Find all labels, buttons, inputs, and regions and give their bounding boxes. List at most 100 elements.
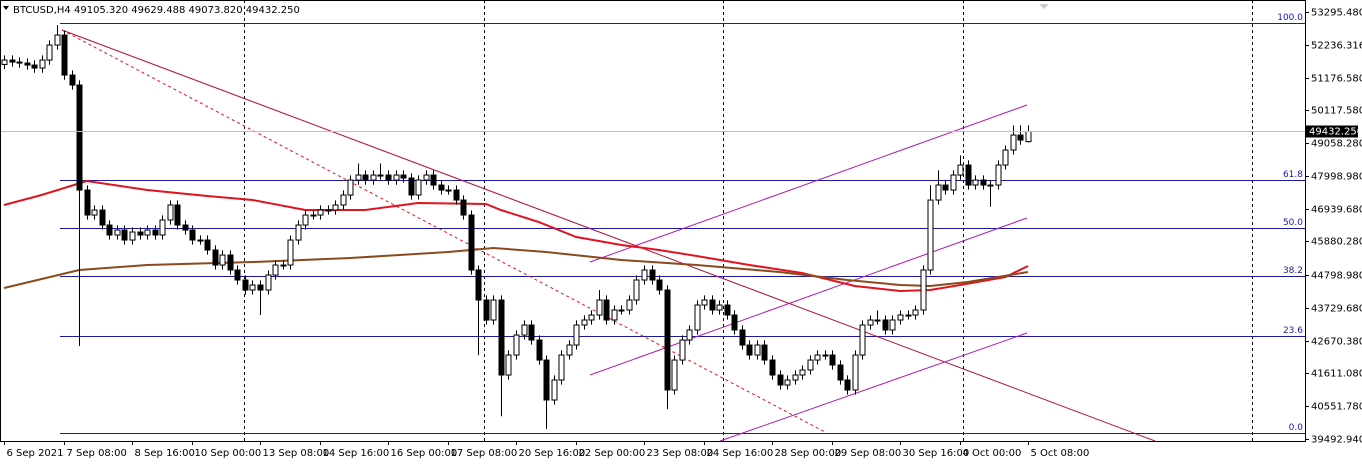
- candle-body: [159, 219, 166, 236]
- candle-body: [129, 231, 136, 241]
- fibonacci: 100.0 61.8 50.0 38.2 23.6 0.0: [60, 13, 1305, 434]
- candle-body: [716, 304, 723, 311]
- candle-body: [121, 229, 128, 241]
- candle-body: [972, 179, 979, 186]
- candle-body: [242, 279, 249, 291]
- candle-body: [39, 59, 46, 69]
- header: BTCUSD,H4 49105.320 49629.488 49073.820 …: [13, 5, 300, 16]
- candle-body: [603, 299, 610, 321]
- candle-body: [280, 264, 287, 267]
- candle-body: [626, 299, 633, 311]
- fib-label: 0.0: [1289, 423, 1304, 433]
- candle-body: [332, 204, 339, 211]
- candle-body: [400, 174, 407, 179]
- candle-body: [965, 164, 972, 186]
- candle-body: [777, 374, 784, 386]
- candle-body: [671, 359, 678, 391]
- candle-body: [61, 34, 68, 76]
- candle-body: [942, 184, 949, 191]
- y-tick-label: 52236.316: [1311, 41, 1362, 52]
- y-tick-label: 46939.680: [1311, 205, 1362, 216]
- candle-body: [859, 324, 866, 356]
- candle-body: [897, 314, 904, 321]
- candle-body: [558, 354, 565, 381]
- candle-body: [430, 174, 437, 186]
- candle-body: [920, 269, 927, 311]
- candle-body: [310, 214, 317, 217]
- candle-body: [799, 369, 806, 376]
- candle-body: [852, 354, 859, 391]
- candle-body: [16, 61, 23, 64]
- candle-body: [385, 174, 392, 181]
- candle-body: [664, 289, 671, 391]
- candle-body: [927, 199, 934, 271]
- candle-body: [1, 59, 8, 65]
- y-tick-label: 42670.380: [1311, 337, 1362, 348]
- candle-body: [611, 309, 618, 321]
- candle-body: [905, 314, 912, 317]
- x-tick-label: 22 Sep 00:00: [579, 448, 646, 459]
- candle-body: [701, 299, 708, 306]
- candle-body: [234, 269, 241, 281]
- candle-body: [633, 279, 640, 301]
- candle-body: [227, 254, 234, 271]
- candle-body: [167, 204, 174, 221]
- channel-line: [589, 217, 1028, 376]
- y-tick-label: 47998.980: [1311, 172, 1362, 183]
- last-price-label: 49432.250: [1309, 127, 1362, 138]
- candle-body: [340, 194, 347, 206]
- y-tick-label: 43729.680: [1311, 304, 1362, 315]
- moving-average: [3, 179, 1029, 293]
- candle-body: [347, 179, 354, 196]
- candle-body: [393, 174, 400, 181]
- y-tick-label: 49058.280: [1311, 139, 1362, 150]
- candle-body: [882, 319, 889, 331]
- candle-body: [287, 239, 294, 266]
- y-tick-label: 53295.480: [1311, 8, 1362, 19]
- candle-body: [829, 354, 836, 366]
- y-tick-label: 39492.940: [1311, 435, 1362, 446]
- plot-frame: [0, 0, 1306, 442]
- candle-body: [460, 199, 467, 216]
- menu-arrow[interactable]: [3, 6, 9, 10]
- candle-body: [1025, 131, 1032, 143]
- candle-body: [453, 189, 460, 201]
- candle-body: [754, 344, 761, 356]
- last-price-box: [1306, 125, 1358, 138]
- candle-body: [408, 177, 415, 196]
- candle-body: [814, 354, 821, 361]
- candle-body: [950, 174, 957, 191]
- candle-body: [641, 269, 648, 281]
- fib-label: 38.2: [1283, 266, 1303, 276]
- trendline: [61, 29, 1156, 442]
- candle-body: [438, 184, 445, 191]
- candle-body: [152, 229, 159, 236]
- shift-marker: [1039, 4, 1049, 9]
- candle-body: [889, 319, 896, 331]
- candle-body: [415, 179, 422, 196]
- candle-body: [867, 319, 874, 326]
- candle-body: [656, 279, 663, 291]
- candle-body: [114, 229, 121, 236]
- symbol: BTCUSD,H4: [13, 5, 71, 16]
- candle-body: [204, 239, 211, 251]
- x-axis: 6 Sep 2021 7 Sep 08:00 8 Sep 16:00 10 Sep 0…: [4, 441, 1090, 459]
- candle-body: [1002, 149, 1009, 166]
- candle-body: [9, 59, 16, 63]
- x-tick-label: 5 Oct 08:00: [1031, 448, 1090, 459]
- candle-body: [1017, 134, 1024, 141]
- candle-body: [980, 179, 987, 186]
- candle-body: [874, 319, 881, 322]
- x-tick-label: 4 Oct 00:00: [963, 448, 1022, 459]
- candle-body: [69, 74, 76, 86]
- candle-body: [24, 62, 31, 66]
- ohlc-close: 49432.250: [246, 5, 300, 16]
- candle-body: [84, 189, 91, 216]
- candle-body: [987, 184, 994, 187]
- candle-body: [212, 249, 219, 266]
- candle-body: [325, 209, 332, 212]
- candle-body: [249, 284, 256, 291]
- x-tick-label: 23 Sep 08:00: [647, 448, 714, 459]
- candle-body: [490, 299, 497, 321]
- ohlc-high: 49629.488: [131, 5, 185, 16]
